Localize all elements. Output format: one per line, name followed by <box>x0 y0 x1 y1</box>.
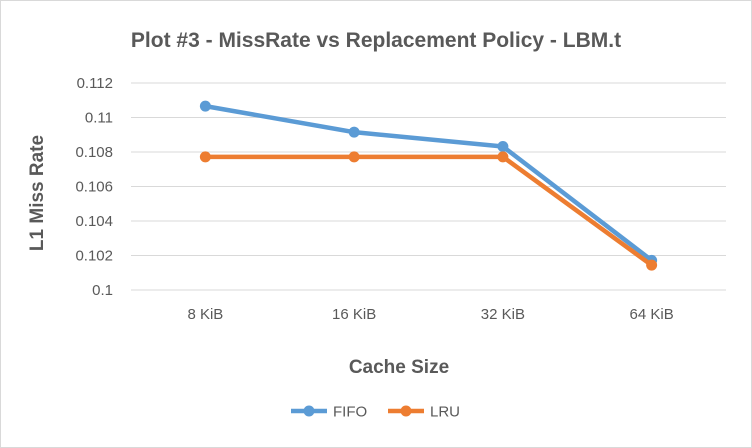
y-tick-label: 0.108 <box>75 144 113 161</box>
x-tick-labels: 8 KiB 16 KiB 32 KiB 64 KiB <box>187 306 673 323</box>
data-point-lru <box>348 151 360 163</box>
data-point-lru <box>646 259 658 271</box>
y-tick-label: 0.112 <box>77 75 113 92</box>
data-point-fifo <box>199 100 211 112</box>
legend-label: FIFO <box>333 404 367 421</box>
x-tick-label: 8 KiB <box>187 306 223 323</box>
data-point-lru <box>199 151 211 163</box>
y-tick-label: 0.104 <box>75 213 113 230</box>
y-tick-label: 0.102 <box>75 248 113 265</box>
chart-title: Plot #3 - MissRate vs Replacement Policy… <box>131 29 621 52</box>
legend-swatch-marker <box>303 405 315 417</box>
y-tick-label: 0.11 <box>85 110 113 127</box>
y-tick-label: 0.106 <box>75 179 113 196</box>
x-tick-label: 32 KiB <box>481 306 525 323</box>
data-point-fifo <box>497 140 509 152</box>
series-group <box>199 100 658 271</box>
y-axis-title: L1 Miss Rate <box>27 135 48 251</box>
legend-label: LRU <box>430 404 460 421</box>
data-point-fifo <box>348 126 360 138</box>
x-axis-title: Cache Size <box>349 357 449 378</box>
y-tick-labels: 0.1 0.102 0.104 0.106 0.108 0.11 0.112 <box>75 75 113 299</box>
legend: FIFO LRU <box>291 404 460 421</box>
legend-swatch-marker <box>400 405 412 417</box>
x-tick-label: 16 KiB <box>332 306 376 323</box>
x-tick-label: 64 KiB <box>630 306 674 323</box>
series-line-fifo <box>203 103 654 263</box>
data-point-lru <box>497 151 509 163</box>
gridlines <box>131 82 726 291</box>
y-tick-label: 0.1 <box>92 282 113 299</box>
series-line-lru <box>203 154 654 268</box>
